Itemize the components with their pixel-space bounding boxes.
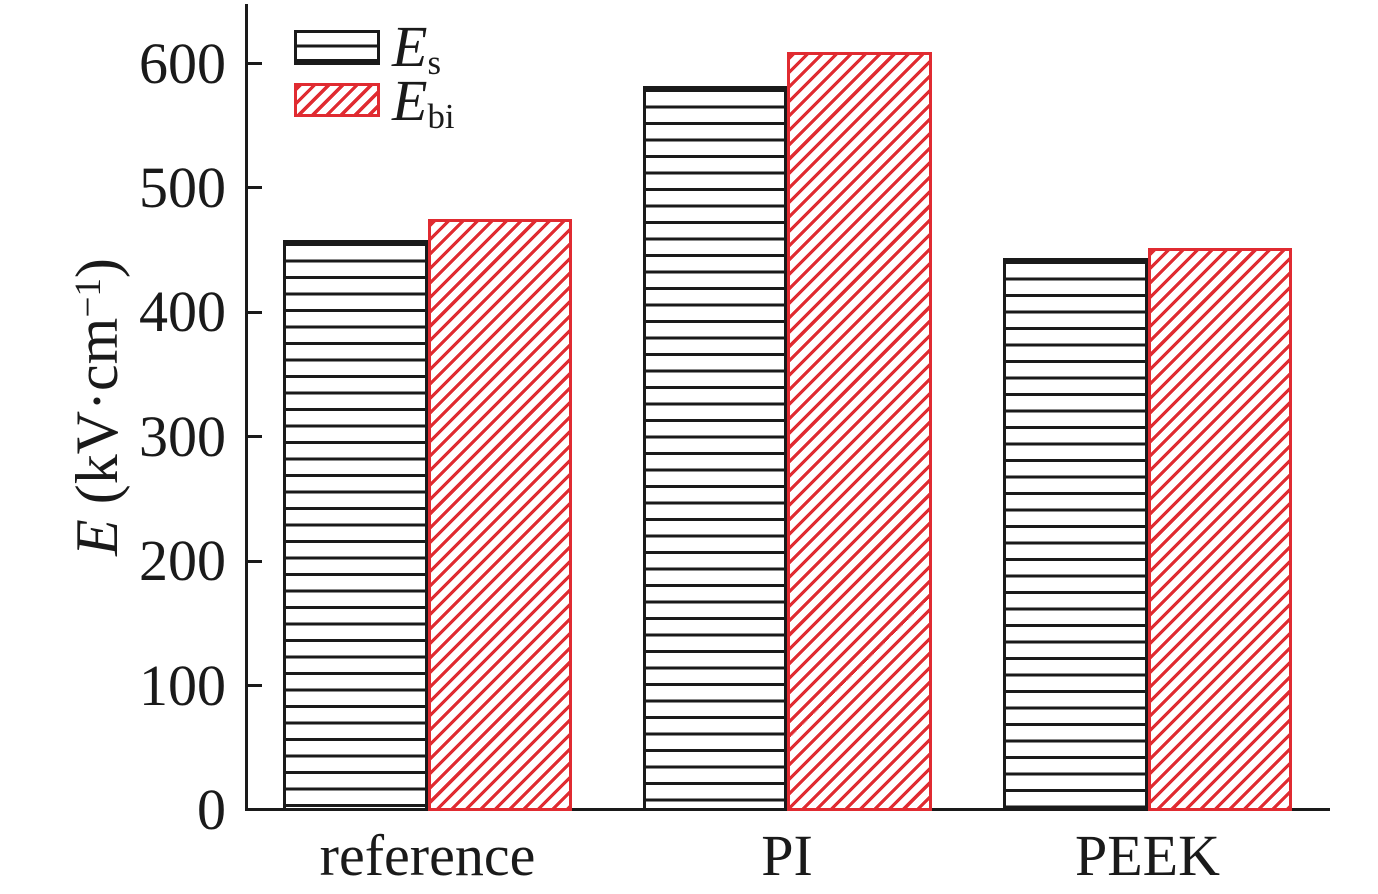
- y-tick-label-400: 400: [139, 279, 226, 345]
- y-tick-100: [248, 684, 262, 688]
- x-category-label-reference: reference: [319, 823, 536, 888]
- y-tick-label-200: 200: [139, 528, 226, 594]
- bar-reference-ebi: [427, 219, 572, 811]
- y-tick-label-600: 600: [139, 30, 226, 96]
- y-tick-200: [248, 559, 262, 563]
- y-tick-label-500: 500: [139, 154, 226, 220]
- y-axis-line: [245, 4, 248, 811]
- y-axis-label-variable: E: [64, 519, 130, 556]
- y-tick-label-100: 100: [139, 652, 226, 718]
- y-axis-label: E (kV·cm−1): [64, 258, 130, 556]
- y-axis-label-exponent: −1: [68, 278, 110, 318]
- y-tick-label-300: 300: [139, 403, 226, 469]
- y-tick-label-0: 0: [197, 777, 226, 842]
- y-tick-300: [248, 435, 262, 439]
- bar-pi-ebi: [787, 52, 932, 811]
- legend-label-es: Es: [392, 14, 441, 82]
- legend-swatch-es: [294, 30, 380, 65]
- y-tick-400: [248, 310, 262, 314]
- y-axis-label-units-post: ): [64, 258, 130, 279]
- legend-swatch-ebi: [294, 83, 380, 117]
- bar-peek-ebi: [1147, 247, 1292, 811]
- y-tick-500: [248, 186, 262, 190]
- y-axis-label-units-pre: (kV·cm: [64, 317, 130, 520]
- bar-reference-es: [283, 240, 428, 811]
- x-category-label-pi: PI: [761, 823, 813, 888]
- x-category-label-peek: PEEK: [1075, 823, 1220, 888]
- bar-pi-es: [642, 85, 787, 811]
- bar-peek-es: [1003, 257, 1148, 811]
- legend-label-ebi: Ebi: [392, 68, 455, 136]
- y-tick-600: [248, 62, 262, 65]
